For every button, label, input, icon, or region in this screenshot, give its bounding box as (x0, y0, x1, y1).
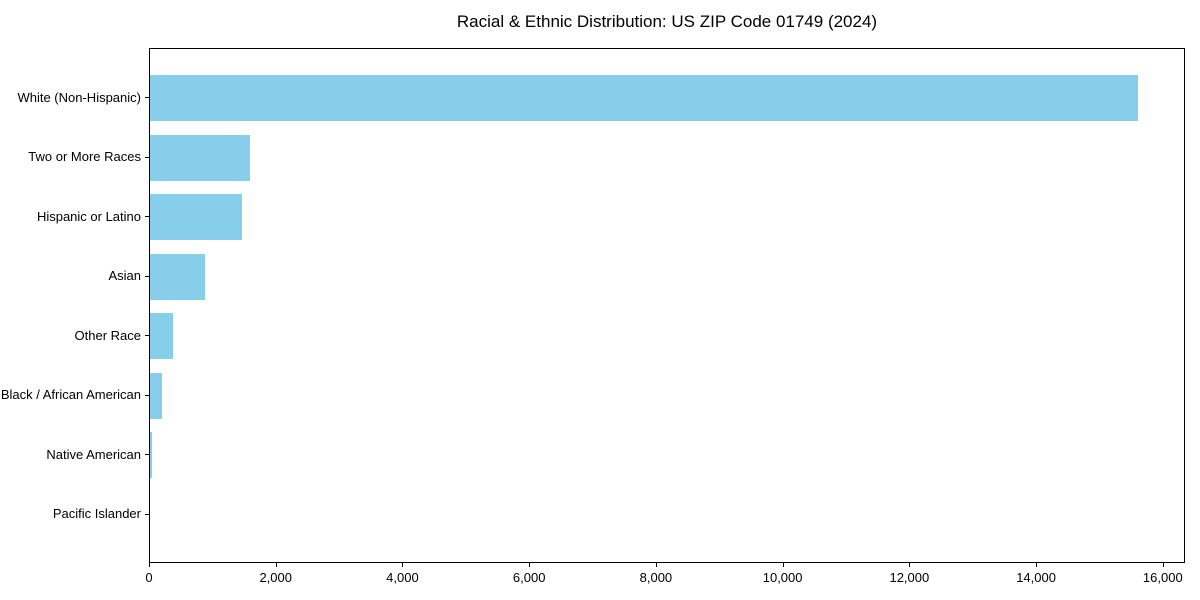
y-tick-label: Two or More Races (28, 149, 141, 165)
y-tick-mark (145, 156, 149, 158)
x-tick-label: 14,000 (1016, 570, 1056, 585)
plot-area (149, 48, 1185, 563)
x-tick-mark (1163, 563, 1164, 567)
y-tick-label: Black / African American (0, 387, 141, 403)
bar-native-american (150, 432, 152, 479)
y-tick-label: Pacific Islander (52, 506, 141, 522)
bar-other-race (150, 313, 173, 360)
x-tick-mark (1036, 563, 1037, 567)
y-tick-mark (145, 97, 149, 98)
x-tick-label: 12,000 (889, 570, 930, 585)
x-tick-label: 8,000 (639, 570, 673, 585)
y-tick-label: Other Race (74, 327, 141, 343)
x-tick-label: 0 (145, 570, 153, 585)
x-tick-label: 10,000 (762, 570, 803, 585)
y-tick-mark (145, 454, 149, 456)
chart-title: Racial & Ethnic Distribution: US ZIP Cod… (456, 12, 878, 31)
bar-hispanic-or-latino (150, 194, 242, 241)
x-tick-label: 6,000 (512, 570, 546, 585)
x-tick-label: 4,000 (386, 570, 419, 585)
x-tick-mark (402, 563, 403, 567)
bar-black-african-american (150, 372, 162, 419)
x-tick-mark (909, 563, 910, 567)
x-tick-mark (656, 563, 657, 567)
y-tick-label: Hispanic or Latino (36, 208, 141, 224)
x-tick-label: 2,000 (259, 570, 292, 585)
x-tick-mark (783, 563, 784, 567)
y-tick-label: White (Non-Hispanic) (17, 89, 141, 105)
y-tick-mark (145, 394, 149, 396)
y-tick-label: Native American (46, 446, 141, 462)
bar-asian (150, 253, 205, 300)
y-tick-mark (145, 275, 149, 277)
x-tick-mark (276, 563, 277, 567)
x-tick-mark (529, 563, 530, 567)
y-tick-mark (145, 335, 149, 337)
x-tick-mark (149, 563, 150, 567)
bar-two-or-more-races (150, 134, 250, 181)
y-tick-mark (145, 216, 149, 218)
y-tick-mark (145, 513, 149, 515)
x-tick-label: 16,000 (1142, 570, 1183, 585)
y-tick-label: Asian (108, 268, 141, 284)
bar-white-non-hispanic (150, 75, 1138, 121)
